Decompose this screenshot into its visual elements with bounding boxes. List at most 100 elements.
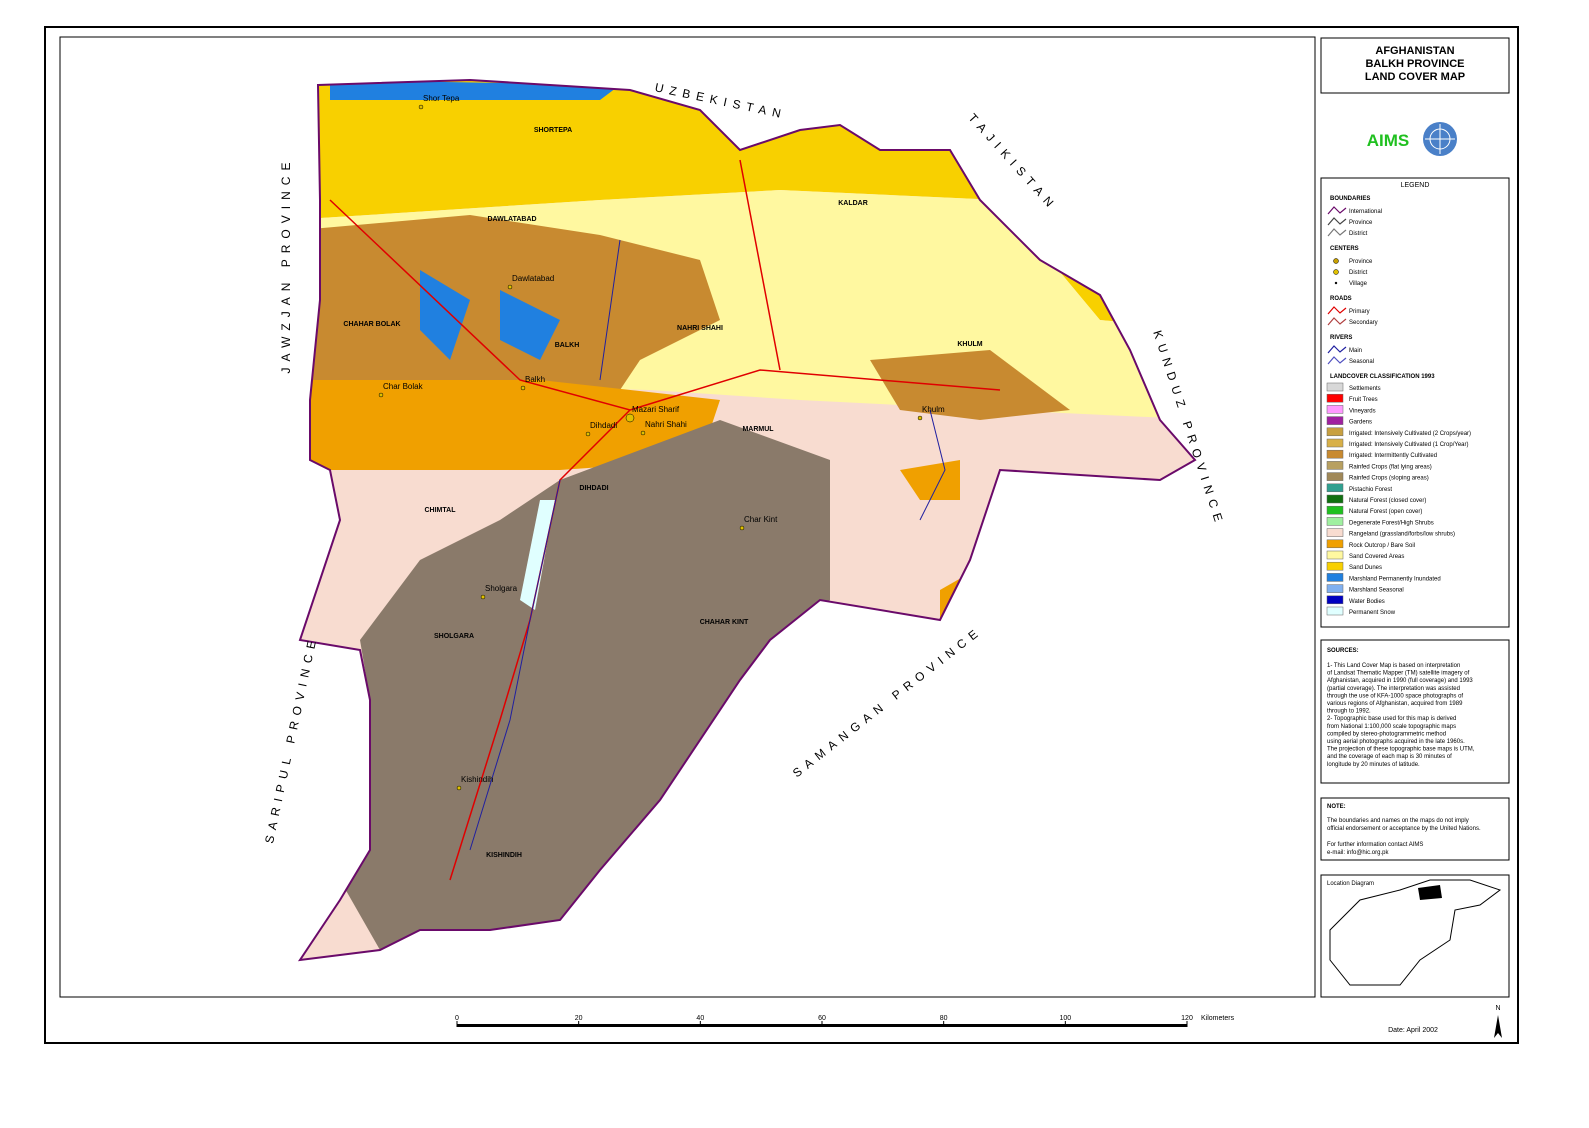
center-point bbox=[507, 284, 513, 290]
center-label: Mazari Sharif bbox=[632, 405, 680, 414]
legend-swatch bbox=[1326, 550, 1344, 560]
legend-line bbox=[1327, 228, 1347, 237]
legend-label: Settlements bbox=[1349, 386, 1381, 392]
sources-title: SOURCES: bbox=[1327, 648, 1359, 654]
legend-swatch bbox=[1326, 517, 1344, 526]
legend-label: Secondary bbox=[1349, 320, 1378, 326]
afghanistan-outline bbox=[1329, 879, 1502, 986]
legend-swatch bbox=[1326, 539, 1344, 549]
center-point bbox=[739, 525, 745, 531]
legend-label: International bbox=[1349, 209, 1382, 215]
district-label: KHULM bbox=[957, 341, 982, 348]
title: LAND COVER MAP bbox=[1365, 71, 1465, 83]
center-point bbox=[625, 413, 635, 423]
legend-label: Irrigated: Intermittently Cultivated bbox=[1349, 453, 1437, 459]
title: BALKH PROVINCE bbox=[1365, 58, 1464, 70]
sources-box bbox=[1320, 639, 1510, 784]
center-label: Dihdadi bbox=[590, 421, 617, 430]
district-label: SHORTEPA bbox=[534, 127, 572, 134]
legend-label: Irrigated: Intensively Cultivated (1 Cro… bbox=[1349, 442, 1469, 448]
scale-label: 20 bbox=[575, 1015, 583, 1022]
center-point bbox=[917, 415, 923, 421]
legend-label: District bbox=[1349, 231, 1368, 237]
legend-swatch bbox=[1326, 427, 1344, 437]
center-label: Khulm bbox=[922, 405, 945, 414]
legend-label: Rainfed Crops (sloping areas) bbox=[1349, 476, 1429, 482]
note-line: official endorsement or acceptance by th… bbox=[1327, 826, 1481, 832]
legend-swatch bbox=[1326, 573, 1344, 582]
legend-label: Permanent Snow bbox=[1349, 610, 1396, 616]
legend-label: Fruit Trees bbox=[1349, 397, 1378, 403]
note-line: For further information contact AIMS bbox=[1327, 842, 1423, 848]
sources-line: Afghanistan, acquired in 1990 (full cove… bbox=[1327, 678, 1473, 684]
center-point bbox=[418, 104, 424, 110]
legend-label: Natural Forest (closed cover) bbox=[1349, 498, 1426, 504]
legend-title: LEGEND bbox=[1401, 182, 1430, 189]
sources-line: through to 1992. bbox=[1327, 709, 1371, 715]
legend-box bbox=[1320, 177, 1510, 628]
title: AFGHANISTAN bbox=[1375, 45, 1454, 57]
district-label: CHIMTAL bbox=[425, 507, 457, 514]
sources-line: through the use of KFA-1000 space photog… bbox=[1327, 693, 1463, 699]
legend-label: Rock Outcrop / Bare Soil bbox=[1349, 543, 1415, 549]
legend-label: Marshland Seasonal bbox=[1349, 588, 1404, 594]
legend-label: Sand Dunes bbox=[1349, 565, 1382, 571]
legend-label: Sand Covered Areas bbox=[1349, 554, 1404, 560]
district-label: CHAHAR KINT bbox=[700, 619, 749, 626]
center-label: Nahri Shahi bbox=[645, 420, 687, 429]
legend-label: Seasonal bbox=[1349, 359, 1374, 365]
district-label: BALKH bbox=[555, 342, 580, 349]
location-box bbox=[1320, 874, 1510, 998]
center-point bbox=[585, 431, 591, 437]
legend-swatch bbox=[1326, 505, 1344, 515]
legend-group: ROADS bbox=[1330, 296, 1352, 302]
sources-line: 2- Topographic base used for this map is… bbox=[1327, 716, 1456, 722]
sheet-border bbox=[44, 26, 1519, 1044]
sources-line: various regions of Afghanistan, acquired… bbox=[1327, 701, 1463, 707]
district-label: DAWLATABAD bbox=[487, 216, 536, 223]
legend-point bbox=[1333, 258, 1339, 264]
note-line: e-mail: info@hic.org.pk bbox=[1327, 850, 1389, 856]
legend-line bbox=[1327, 306, 1347, 315]
legend-line bbox=[1327, 206, 1347, 215]
location-title: Location Diagram bbox=[1327, 881, 1374, 887]
legend-label: Irrigated: Intensively Cultivated (2 Cro… bbox=[1349, 431, 1471, 437]
note-box bbox=[1320, 797, 1510, 861]
center-label: Char Kint bbox=[744, 515, 778, 524]
center-point bbox=[520, 385, 526, 391]
legend-group: RIVERS bbox=[1330, 335, 1352, 341]
district-label: DIHDADI bbox=[579, 485, 608, 492]
legend-label: Main bbox=[1349, 348, 1362, 354]
un-emblem bbox=[1423, 122, 1457, 156]
note-title: NOTE: bbox=[1327, 804, 1346, 810]
legend-label: Province bbox=[1349, 220, 1373, 226]
legend-label: Degenerate Forest/High Shrubs bbox=[1349, 520, 1434, 526]
sources-line: The projection of these topographic base… bbox=[1327, 747, 1475, 753]
north-label: N bbox=[1495, 1005, 1500, 1012]
legend-swatch bbox=[1326, 416, 1344, 425]
legend-label: Pistachio Forest bbox=[1349, 487, 1392, 493]
legend-point bbox=[1334, 281, 1338, 285]
legend-swatch bbox=[1326, 382, 1344, 392]
legend-group: CENTERS bbox=[1330, 246, 1359, 252]
scale-label: 40 bbox=[696, 1015, 704, 1022]
scale-label: 60 bbox=[818, 1015, 826, 1022]
logo: AIMS bbox=[1367, 131, 1410, 150]
legend-swatch bbox=[1326, 472, 1344, 481]
date: Date: April 2002 bbox=[1388, 1027, 1438, 1034]
center-label: Sholgara bbox=[485, 584, 518, 593]
center-point bbox=[378, 392, 384, 398]
scale-unit: Kilometers bbox=[1201, 1015, 1235, 1022]
district-label: MARMUL bbox=[742, 426, 774, 433]
legend-group: BOUNDARIES bbox=[1330, 196, 1370, 202]
scale-label: 0 bbox=[455, 1015, 459, 1022]
rivers bbox=[469, 239, 946, 851]
sources-line: of Landsat Thematic Mapper (TM) satellit… bbox=[1327, 671, 1470, 677]
scale-label: 120 bbox=[1181, 1015, 1193, 1022]
district-label: SHOLGARA bbox=[434, 633, 474, 640]
legend-point bbox=[1333, 269, 1339, 275]
center-point bbox=[456, 785, 462, 791]
north-arrow bbox=[1494, 1015, 1502, 1038]
